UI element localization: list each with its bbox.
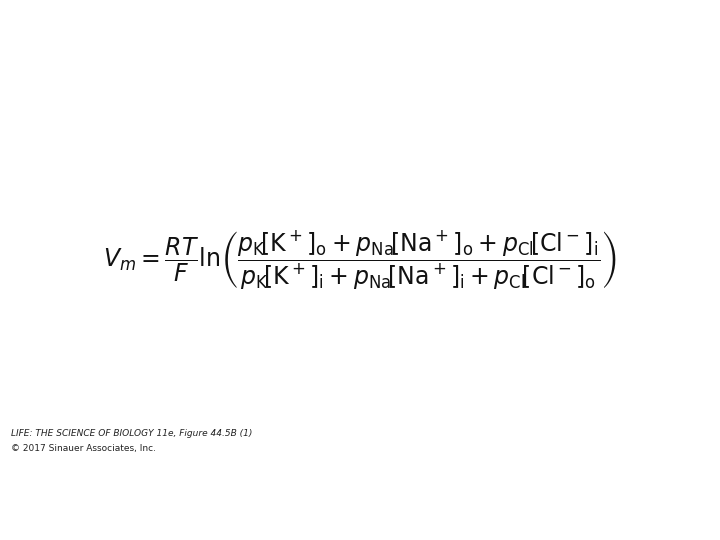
Text: LIFE: THE SCIENCE OF BIOLOGY 11e, Figure 44.5B (1): LIFE: THE SCIENCE OF BIOLOGY 11e, Figure…: [11, 429, 252, 437]
Text: Figure 44.5B  Equilibrium Membrane Potential: The Goldman Equation (1): Figure 44.5B Equilibrium Membrane Potent…: [7, 13, 599, 28]
Text: © 2017 Sinauer Associates, Inc.: © 2017 Sinauer Associates, Inc.: [11, 443, 156, 453]
Text: $V_m = \dfrac{RT}{F}\ln\!\left(\dfrac{p_{\rm K}\!\left[{\rm K}^+\right]_{\rm o} : $V_m = \dfrac{RT}{F}\ln\!\left(\dfrac{p_…: [103, 228, 617, 292]
